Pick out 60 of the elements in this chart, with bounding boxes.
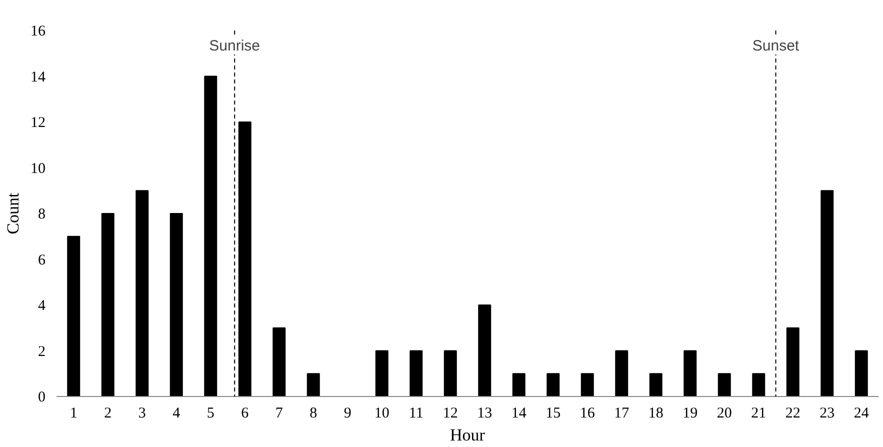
bar: [752, 373, 766, 396]
bar: [649, 373, 662, 396]
x-tick-label: 4: [172, 406, 181, 422]
bar: [820, 190, 834, 396]
y-tick-label: 8: [38, 206, 46, 222]
bar: [238, 122, 252, 396]
x-tick-label: 20: [716, 406, 732, 422]
x-tick-label: 13: [477, 406, 492, 422]
y-tick-label: 6: [38, 252, 46, 268]
bar: [854, 350, 868, 396]
bar: [136, 190, 149, 396]
x-tick-label: 10: [374, 406, 390, 422]
x-tick-label: 5: [206, 406, 214, 422]
x-tick-label: 11: [408, 406, 424, 422]
y-tick-label: 0: [38, 390, 46, 406]
x-axis-title: Hour: [450, 426, 486, 444]
x-tick-label: 15: [546, 406, 561, 422]
ref-line-label: Sunrise: [209, 38, 260, 54]
x-tick-label: 9: [344, 406, 352, 422]
y-tick-label: 4: [38, 298, 46, 314]
x-tick-label: 3: [138, 406, 146, 422]
y-tick-label: 16: [30, 24, 46, 40]
bar: [684, 350, 697, 396]
y-tick-label: 14: [30, 69, 46, 86]
bar: [718, 373, 731, 396]
x-tick-label: 14: [511, 406, 527, 422]
bar: [512, 373, 526, 396]
bar: [67, 236, 80, 396]
bar: [410, 350, 423, 396]
y-axis-title: Count: [4, 192, 22, 234]
x-tick-label: 16: [580, 406, 596, 422]
x-tick-label: 21: [751, 406, 766, 422]
x-tick-label: 22: [785, 406, 800, 422]
x-tick-label: 19: [682, 406, 698, 422]
bar: [375, 350, 388, 396]
bar: [204, 76, 218, 396]
bar: [546, 373, 560, 396]
x-tick-label: 23: [820, 406, 835, 422]
x-tick-label: 6: [241, 406, 250, 422]
bar: [478, 304, 492, 396]
bar: [444, 350, 457, 396]
bar: [306, 373, 320, 396]
y-tick-label: 2: [38, 344, 46, 360]
y-tick-label: 10: [30, 160, 46, 177]
bar: [615, 350, 628, 396]
ref-line-label: Sunset: [752, 38, 800, 54]
x-tick-label: 7: [275, 406, 284, 422]
x-tick-label: 2: [104, 406, 112, 422]
x-tick-label: 12: [442, 406, 458, 422]
x-tick-label: 24: [854, 406, 870, 422]
bar: [272, 327, 286, 396]
x-tick-label: 17: [614, 406, 630, 422]
bar: [101, 213, 114, 396]
bar: [170, 213, 183, 396]
x-tick-label: 8: [310, 406, 318, 422]
x-tick-label: 1: [70, 406, 78, 422]
bar: [786, 327, 800, 396]
y-tick-label: 12: [30, 115, 46, 131]
x-tick-label: 18: [648, 406, 664, 422]
bar: [580, 373, 594, 396]
